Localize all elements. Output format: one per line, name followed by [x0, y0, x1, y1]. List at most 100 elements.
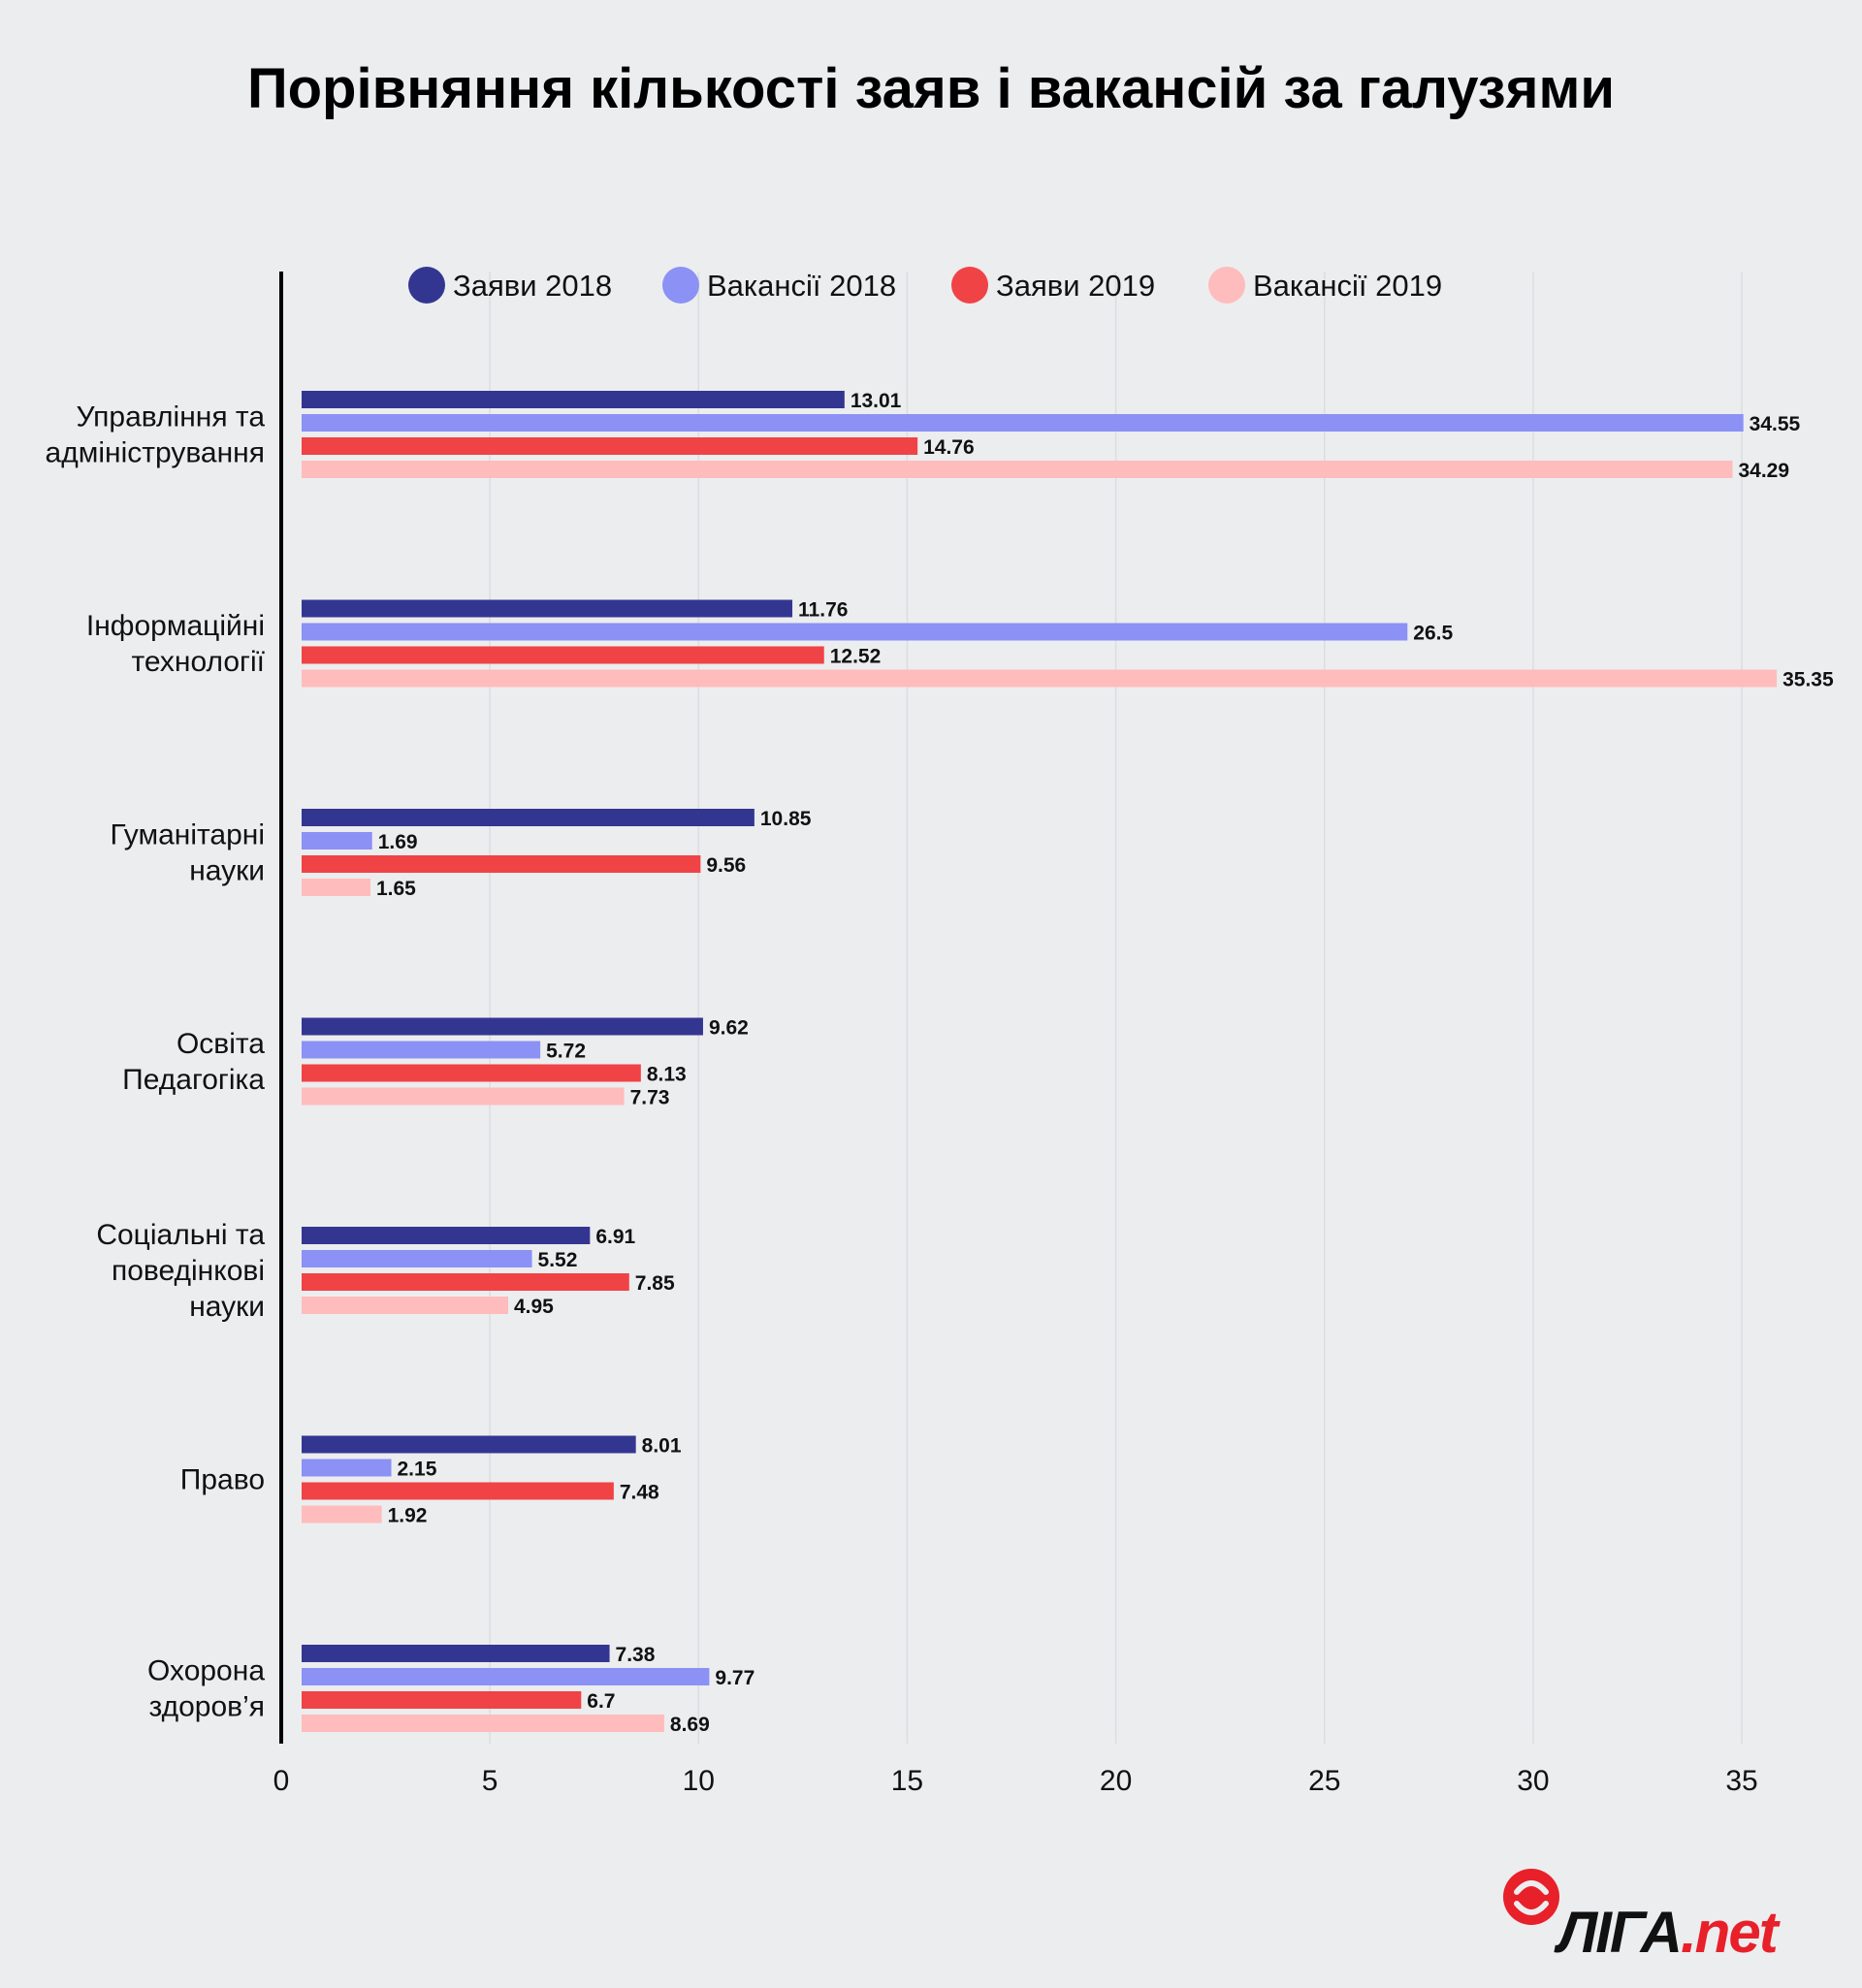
bar — [302, 1227, 591, 1244]
category-label: Соціальні та — [96, 1219, 265, 1251]
category-label: поведінкові — [112, 1255, 265, 1287]
legend: Заяви 2018 Вакансії 2018 Заяви 2019 Вакансі… — [408, 267, 1442, 304]
data-label: 5.52 — [538, 1249, 578, 1271]
category-labels: Управління та адміністрування Інформаційні… — [46, 401, 266, 1723]
bar — [302, 599, 793, 618]
legend-swatch — [1208, 267, 1245, 304]
chart-title: Порівняння кількості заяв і вакансій за … — [246, 57, 1616, 120]
legend-swatch — [662, 267, 699, 304]
bar — [302, 414, 1744, 432]
legend-label: Заяви 2018 — [453, 269, 612, 303]
bar — [302, 879, 370, 896]
legend-label: Вакансії 2019 — [1253, 269, 1442, 303]
data-label: 6.91 — [595, 1226, 635, 1248]
bar — [302, 1250, 532, 1267]
data-label: 9.62 — [709, 1017, 749, 1040]
bars: 13.01 34.55 14.76 34.29 11.76 26.5 12.52 35.35 1… — [302, 390, 1834, 1736]
grid-lines — [489, 272, 1743, 1744]
category-label: здоров’я — [148, 1691, 265, 1723]
data-label: 9.77 — [715, 1667, 754, 1689]
bar — [302, 623, 1408, 641]
bar — [302, 391, 845, 408]
data-label: 11.76 — [798, 599, 848, 622]
x-tick-label: 10 — [683, 1765, 715, 1797]
bar — [302, 1041, 541, 1059]
data-label: 7.85 — [635, 1272, 675, 1295]
bar — [302, 809, 754, 826]
bar — [302, 1435, 636, 1454]
legend-label: Вакансії 2018 — [707, 269, 896, 303]
legend-item: Вакансії 2019 — [1208, 267, 1442, 304]
category-label: Педагогіка — [122, 1064, 265, 1096]
bar — [302, 1668, 710, 1685]
category-label: Управління та — [76, 401, 265, 433]
legend-item: Вакансії 2018 — [662, 267, 896, 304]
bar — [302, 646, 824, 664]
category-label: адміністрування — [46, 437, 265, 469]
bar — [302, 1715, 664, 1732]
bar — [302, 1017, 703, 1036]
category-label: Охорона — [147, 1655, 265, 1687]
data-label: 1.65 — [376, 878, 416, 900]
category-label: Право — [180, 1464, 265, 1496]
bar — [302, 669, 1778, 688]
category-label: Гуманітарні — [111, 819, 265, 851]
data-label: 26.5 — [1413, 623, 1453, 645]
data-label: 12.52 — [830, 646, 882, 668]
bar — [302, 1273, 629, 1291]
data-label: 8.01 — [642, 1435, 682, 1458]
logo-main-text: ЛІГА — [1557, 1900, 1683, 1965]
bar — [302, 1482, 614, 1500]
bar — [302, 461, 1733, 478]
data-label: 5.72 — [546, 1041, 586, 1063]
data-label: 9.56 — [706, 854, 746, 877]
bar — [302, 832, 372, 850]
data-label: 7.73 — [630, 1087, 670, 1109]
data-label: 34.29 — [1738, 460, 1789, 482]
x-tick-label: 35 — [1725, 1765, 1757, 1797]
bar — [302, 1505, 382, 1523]
category-label: технології — [132, 646, 266, 678]
data-label: 8.13 — [647, 1064, 687, 1086]
legend-swatch — [951, 267, 988, 304]
bar — [302, 855, 701, 873]
liga-emblem-icon — [1503, 1869, 1559, 1925]
category-label: Інформаційні — [86, 610, 265, 642]
bar — [302, 1645, 610, 1662]
x-tick-label: 25 — [1308, 1765, 1340, 1797]
data-label: 7.38 — [616, 1644, 656, 1666]
data-label: 1.92 — [388, 1505, 428, 1527]
x-tick-label: 20 — [1100, 1765, 1132, 1797]
data-label: 8.69 — [670, 1714, 710, 1736]
bar — [302, 437, 918, 455]
category-label: науки — [189, 1291, 265, 1323]
legend-label: Заяви 2019 — [996, 269, 1155, 303]
data-label: 2.15 — [398, 1459, 437, 1481]
data-label: 14.76 — [923, 436, 975, 459]
legend-swatch — [408, 267, 445, 304]
x-tick-label: 30 — [1517, 1765, 1549, 1797]
category-label: науки — [189, 855, 265, 887]
bar — [302, 1087, 625, 1106]
x-tick-label: 15 — [891, 1765, 923, 1797]
x-tick-label: 0 — [273, 1765, 290, 1797]
data-label: 4.95 — [514, 1296, 554, 1318]
bar — [302, 1691, 582, 1709]
bar — [302, 1064, 641, 1082]
category-label: Освіта — [177, 1028, 265, 1060]
bar — [302, 1297, 508, 1314]
data-label: 1.69 — [378, 831, 418, 853]
x-tick-labels: 0 5 10 15 20 25 30 35 — [273, 1765, 1758, 1797]
data-label: 34.55 — [1750, 413, 1801, 435]
data-label: 7.48 — [620, 1482, 659, 1504]
liga-net-logo: ЛІГА.net — [1501, 1867, 1831, 1973]
data-label: 35.35 — [1782, 669, 1834, 691]
data-label: 10.85 — [760, 808, 812, 830]
legend-item: Заяви 2019 — [951, 267, 1155, 304]
legend-item: Заяви 2018 — [408, 267, 612, 304]
data-label: 13.01 — [851, 390, 902, 412]
logo-suffix-text: .net — [1681, 1900, 1779, 1965]
data-label: 6.7 — [587, 1690, 615, 1713]
bar — [302, 1459, 392, 1477]
